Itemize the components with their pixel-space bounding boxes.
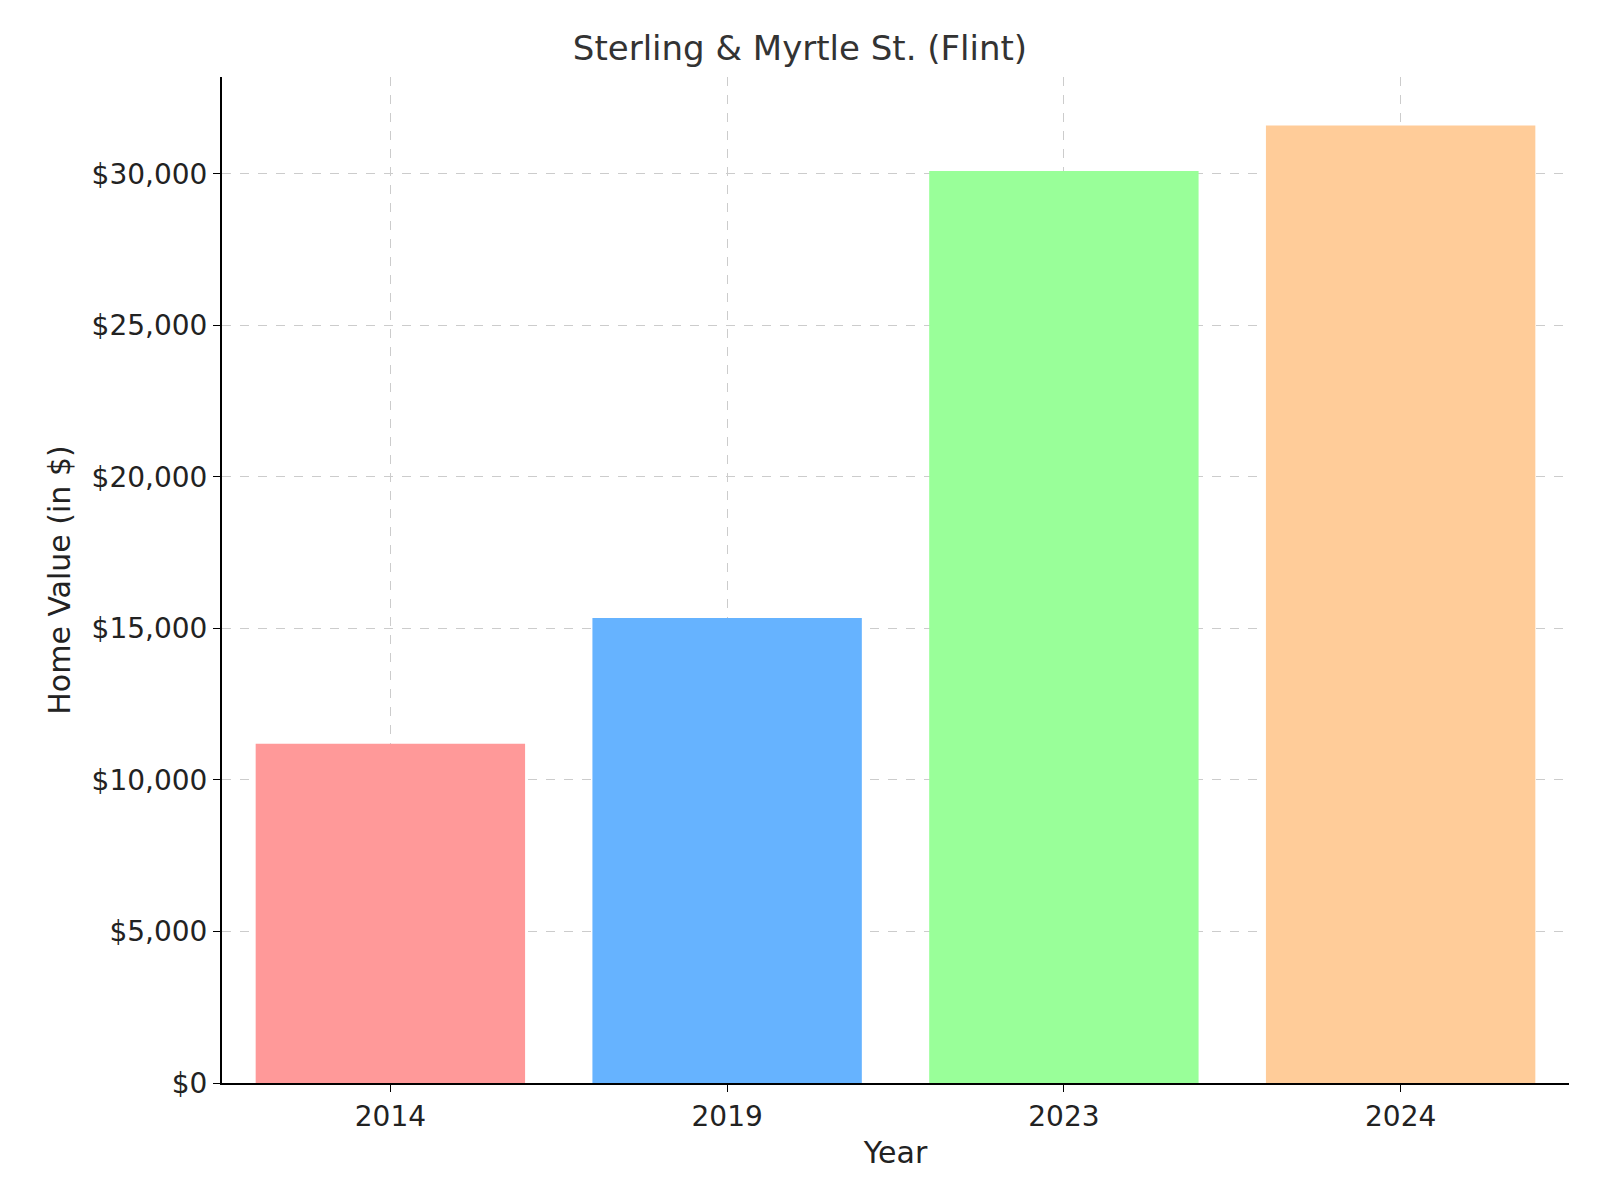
svg-text:$30,000: $30,000 [92,158,208,191]
svg-text:Home Value (in $): Home Value (in $) [42,445,77,714]
svg-text:Sterling & Myrtle St. (Flint): Sterling & Myrtle St. (Flint) [573,28,1027,68]
svg-text:2023: 2023 [1028,1100,1099,1133]
svg-text:2024: 2024 [1365,1100,1436,1133]
svg-text:$0: $0 [172,1067,208,1100]
svg-text:$20,000: $20,000 [92,461,208,494]
svg-text:2019: 2019 [691,1100,762,1133]
svg-text:Year: Year [863,1135,928,1170]
svg-text:$10,000: $10,000 [92,764,208,797]
svg-text:$25,000: $25,000 [92,309,208,342]
svg-text:2014: 2014 [355,1100,426,1133]
svg-text:$15,000: $15,000 [92,612,208,645]
svg-text:$5,000: $5,000 [109,915,207,948]
